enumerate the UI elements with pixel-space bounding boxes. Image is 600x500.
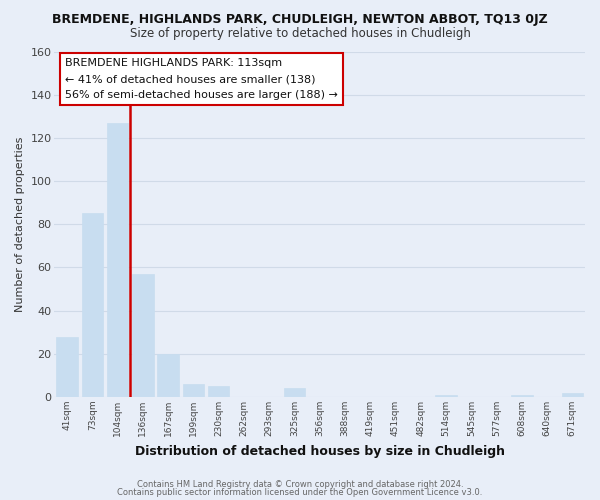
Text: BREMDENE, HIGHLANDS PARK, CHUDLEIGH, NEWTON ABBOT, TQ13 0JZ: BREMDENE, HIGHLANDS PARK, CHUDLEIGH, NEW… [52, 12, 548, 26]
Text: Size of property relative to detached houses in Chudleigh: Size of property relative to detached ho… [130, 28, 470, 40]
Y-axis label: Number of detached properties: Number of detached properties [15, 136, 25, 312]
Bar [132, 274, 154, 397]
Bar [562, 392, 583, 397]
Text: Contains public sector information licensed under the Open Government Licence v3: Contains public sector information licen… [118, 488, 482, 497]
X-axis label: Distribution of detached houses by size in Chudleigh: Distribution of detached houses by size … [135, 444, 505, 458]
Bar [56, 336, 78, 397]
Bar [82, 214, 103, 397]
Bar [182, 384, 204, 397]
Bar [208, 386, 229, 397]
Bar [511, 395, 533, 397]
Bar [436, 395, 457, 397]
Text: Contains HM Land Registry data © Crown copyright and database right 2024.: Contains HM Land Registry data © Crown c… [137, 480, 463, 489]
Text: BREMDENE HIGHLANDS PARK: 113sqm
← 41% of detached houses are smaller (138)
56% o: BREMDENE HIGHLANDS PARK: 113sqm ← 41% of… [65, 58, 338, 100]
Bar [107, 123, 128, 397]
Bar [284, 388, 305, 397]
Bar [157, 354, 179, 397]
